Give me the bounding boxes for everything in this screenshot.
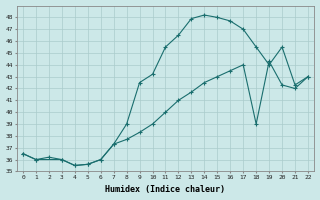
X-axis label: Humidex (Indice chaleur): Humidex (Indice chaleur) (106, 185, 226, 194)
